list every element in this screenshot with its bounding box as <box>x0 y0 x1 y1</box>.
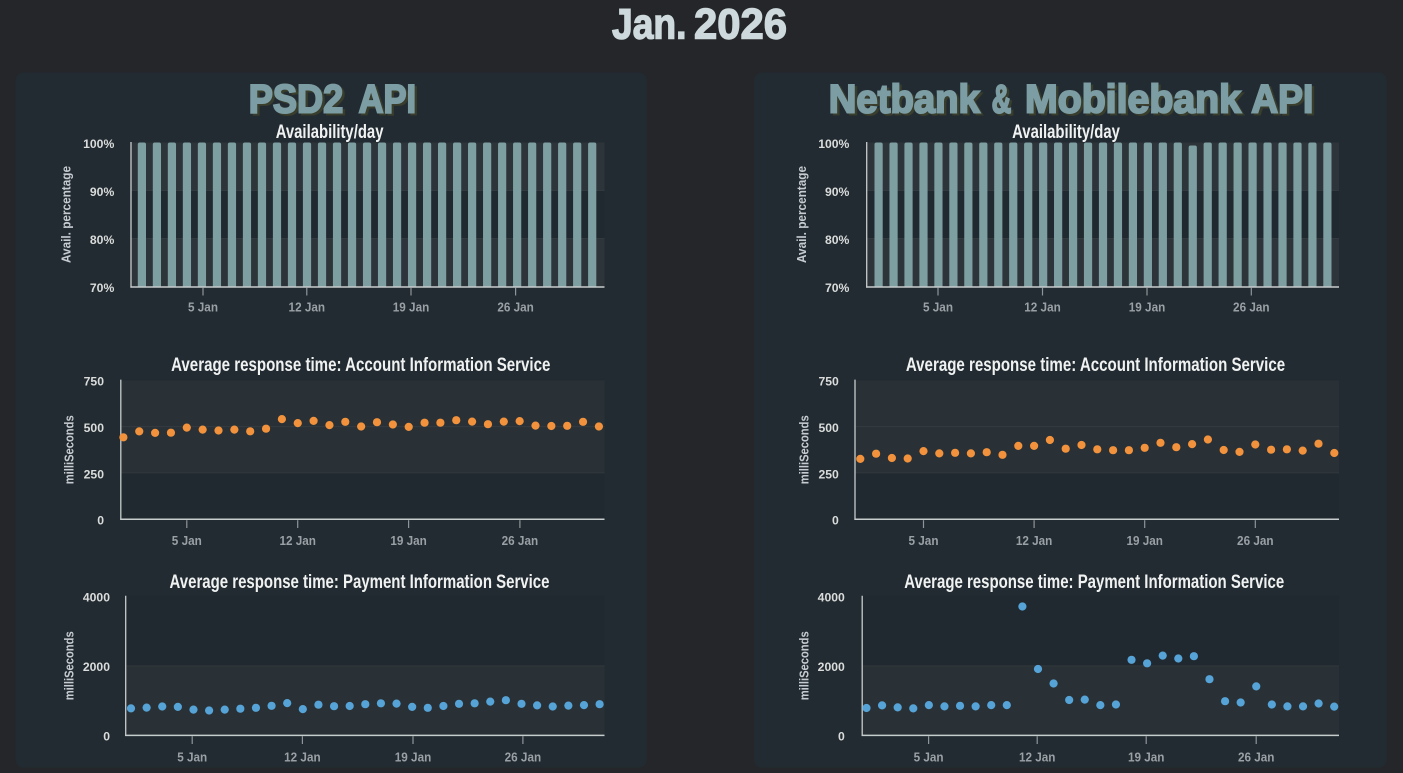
svg-text:PSD2: PSD2 <box>251 80 346 124</box>
svg-text:100%: 100% <box>818 137 849 151</box>
svg-text:26 Jan: 26 Jan <box>497 300 534 315</box>
svg-text:5 Jan: 5 Jan <box>177 749 207 764</box>
svg-text:12 Jan: 12 Jan <box>284 749 321 764</box>
svg-text:Average response time: Payment: Average response time: Payment Informati… <box>170 572 550 593</box>
svg-text:100%: 100% <box>83 137 114 151</box>
svg-text:12 Jan: 12 Jan <box>1019 749 1056 764</box>
svg-text:milliSeconds: milliSeconds <box>62 415 77 484</box>
svg-text:4000: 4000 <box>83 591 110 605</box>
svg-text:&: & <box>992 78 1012 122</box>
svg-text:90%: 90% <box>825 185 850 199</box>
svg-text:19 Jan: 19 Jan <box>1129 300 1166 315</box>
svg-text:250: 250 <box>84 467 105 481</box>
svg-text:Avail. percentage: Avail. percentage <box>59 166 74 263</box>
svg-text:API: API <box>1254 80 1316 124</box>
svg-text:19 Jan: 19 Jan <box>395 749 432 764</box>
svg-text:26 Jan: 26 Jan <box>1237 533 1274 548</box>
svg-text:milliSeconds: milliSeconds <box>796 415 811 484</box>
svg-text:0: 0 <box>838 730 845 744</box>
svg-text:26 Jan: 26 Jan <box>1233 300 1270 315</box>
svg-text:5 Jan: 5 Jan <box>172 533 202 548</box>
svg-text:12 Jan: 12 Jan <box>1016 533 1053 548</box>
svg-text:2026: 2026 <box>694 0 787 48</box>
svg-text:750: 750 <box>818 375 839 389</box>
svg-text:Average response time: Account: Average response time: Account Informati… <box>171 355 550 376</box>
svg-text:80%: 80% <box>90 233 115 247</box>
svg-text:80%: 80% <box>825 233 850 247</box>
svg-text:Netbank: Netbank <box>829 78 981 122</box>
svg-text:Availability/day: Availability/day <box>1012 122 1120 143</box>
svg-text:0: 0 <box>832 514 839 528</box>
svg-text:Jan.: Jan. <box>612 0 687 48</box>
svg-text:19 Jan: 19 Jan <box>1126 533 1163 548</box>
svg-text:250: 250 <box>818 467 839 481</box>
svg-text:Avail. percentage: Avail. percentage <box>794 166 809 263</box>
svg-text:0: 0 <box>103 730 110 744</box>
svg-text:API: API <box>359 78 417 122</box>
svg-text:Availability/day: Availability/day <box>276 122 384 143</box>
svg-text:Mobilebank: Mobilebank <box>1025 78 1242 122</box>
svg-text:Average response time: Account: Average response time: Account Informati… <box>906 355 1285 376</box>
svg-text:5 Jan: 5 Jan <box>909 533 939 548</box>
svg-text:2000: 2000 <box>818 660 845 674</box>
svg-text:4000: 4000 <box>818 591 845 605</box>
svg-text:500: 500 <box>84 421 105 435</box>
svg-text:750: 750 <box>84 375 105 389</box>
svg-text:Mobilebank: Mobilebank <box>1027 80 1244 124</box>
svg-text:19 Jan: 19 Jan <box>1128 749 1165 764</box>
svg-text:26 Jan: 26 Jan <box>505 749 542 764</box>
svg-text:12 Jan: 12 Jan <box>1024 300 1061 315</box>
svg-text:API: API <box>361 80 419 124</box>
svg-text:Netbank: Netbank <box>831 80 983 124</box>
svg-text:milliSeconds: milliSeconds <box>62 631 77 700</box>
svg-text:70%: 70% <box>825 281 850 295</box>
svg-text:milliSeconds: milliSeconds <box>796 631 811 700</box>
svg-text:5 Jan: 5 Jan <box>188 300 218 315</box>
svg-text:19 Jan: 19 Jan <box>393 300 430 315</box>
svg-text:26 Jan: 26 Jan <box>502 533 539 548</box>
svg-text:5 Jan: 5 Jan <box>914 749 944 764</box>
svg-text:&: & <box>994 80 1014 124</box>
svg-text:70%: 70% <box>90 281 115 295</box>
svg-text:500: 500 <box>818 421 839 435</box>
svg-text:Average response time: Payment: Average response time: Payment Informati… <box>904 572 1284 593</box>
svg-text:12 Jan: 12 Jan <box>279 533 316 548</box>
svg-text:26 Jan: 26 Jan <box>1238 749 1275 764</box>
svg-text:PSD2: PSD2 <box>249 78 343 122</box>
svg-text:90%: 90% <box>90 185 115 199</box>
svg-text:2000: 2000 <box>83 660 110 674</box>
svg-text:12 Jan: 12 Jan <box>289 300 326 315</box>
svg-text:0: 0 <box>97 514 104 528</box>
svg-text:19 Jan: 19 Jan <box>390 533 427 548</box>
svg-text:API: API <box>1251 78 1313 122</box>
svg-text:5 Jan: 5 Jan <box>923 300 953 315</box>
